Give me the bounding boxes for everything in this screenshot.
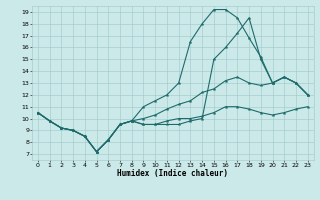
X-axis label: Humidex (Indice chaleur): Humidex (Indice chaleur) (117, 169, 228, 178)
